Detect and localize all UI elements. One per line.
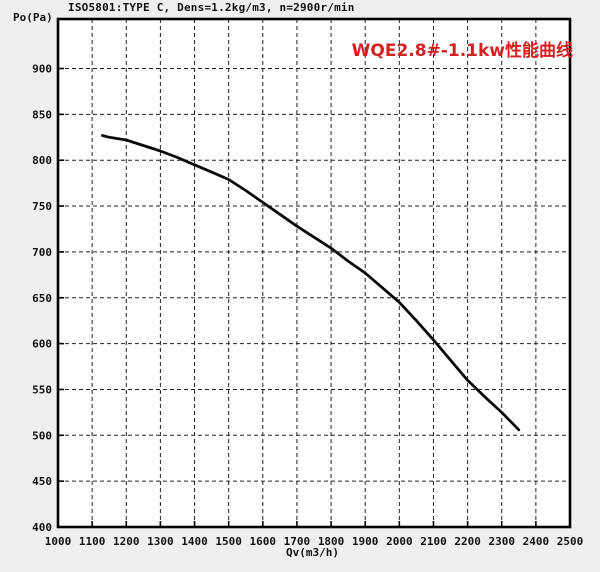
x-tick-label: 1400 <box>181 535 208 548</box>
y-tick-label: 700 <box>32 246 52 259</box>
x-tick-label: 2400 <box>523 535 550 548</box>
x-tick-label: 2100 <box>420 535 447 548</box>
x-tick-label: 1900 <box>352 535 379 548</box>
x-tick-label: 1600 <box>250 535 277 548</box>
x-tick-label: 1100 <box>79 535 106 548</box>
y-tick-label: 750 <box>32 200 52 213</box>
y-tick-label: 800 <box>32 154 52 167</box>
x-tick-label: 1800 <box>318 535 345 548</box>
x-axis-unit-label: Qv(m3/h) <box>286 546 339 559</box>
y-tick-label: 450 <box>32 475 52 488</box>
performance-curve <box>101 134 521 432</box>
y-tick-label: 650 <box>32 292 52 305</box>
x-tick-label: 1500 <box>215 535 242 548</box>
x-tick-label: 2500 <box>557 535 584 548</box>
x-tick-label: 2200 <box>454 535 481 548</box>
x-tick-label: 1300 <box>147 535 174 548</box>
plot-frame <box>56 17 572 529</box>
y-tick-label: 850 <box>32 108 52 121</box>
x-tick-label: 1200 <box>113 535 140 548</box>
x-tick-label: 2000 <box>386 535 413 548</box>
chart-title: ISO5801:TYPE C, Dens=1.2kg/m3, n=2900r/m… <box>68 1 355 14</box>
x-tick-label: 2300 <box>488 535 515 548</box>
x-tick-label: 1000 <box>45 535 72 548</box>
y-axis-unit-label: Po(Pa) <box>13 11 53 24</box>
y-tick-label: 600 <box>32 338 52 351</box>
x-tick-label: 1700 <box>284 535 311 548</box>
plot-area-background <box>58 19 570 527</box>
curve-name-annotation: WQE2.8#-1.1kw性能曲线 <box>351 41 573 61</box>
y-tick-label: 500 <box>32 429 52 442</box>
y-tick-label: 900 <box>32 63 52 76</box>
y-tick-label: 400 <box>32 521 52 534</box>
y-tick-label: 550 <box>32 383 52 396</box>
